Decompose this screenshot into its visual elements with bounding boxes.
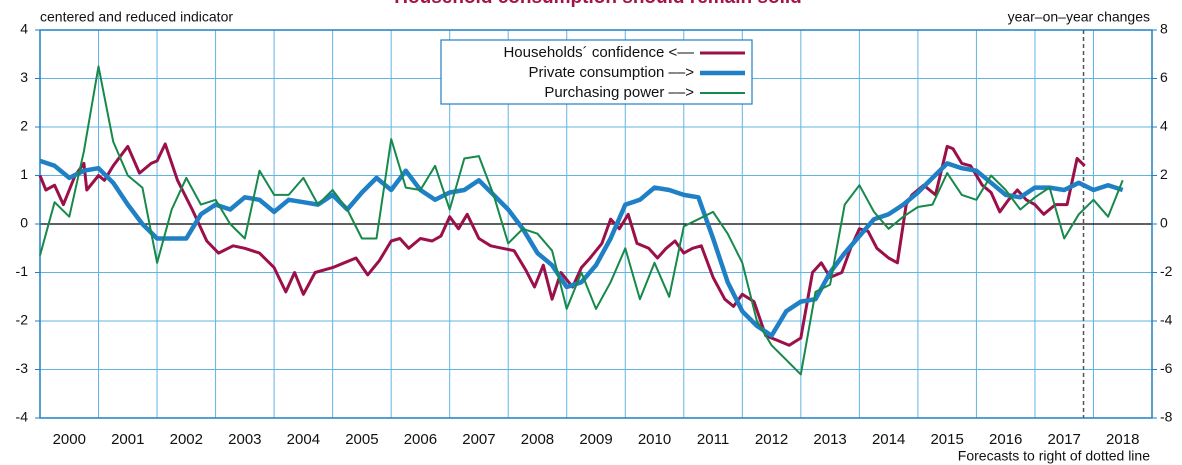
y-tick-label: 3	[20, 69, 28, 85]
legend-label: Private consumption ––>	[528, 64, 694, 81]
y2-tick-label: -2	[1160, 263, 1173, 279]
x-tick-label: 2007	[462, 431, 495, 448]
series-line	[39, 158, 1124, 338]
x-tick-label: 2013	[813, 431, 846, 448]
x-tick-label: 2012	[755, 431, 788, 448]
x-tick-label: 2016	[989, 431, 1022, 448]
y2-tick-label: 2	[1160, 166, 1168, 182]
y-tick-label: 1	[20, 166, 28, 182]
series-line	[38, 142, 1086, 347]
y-tick-label: -4	[16, 409, 29, 425]
y2-tick-label: 6	[1160, 69, 1168, 85]
x-tick-label: 2014	[872, 431, 905, 448]
legend-label: Households´ confidence <––	[503, 44, 694, 61]
y-tick-label: 2	[20, 118, 28, 134]
y-tick-label: -1	[16, 263, 29, 279]
x-tick-label: 2008	[521, 431, 554, 448]
series-line	[39, 65, 1124, 376]
y2-tick-label: 8	[1160, 21, 1168, 37]
x-tick-label: 2011	[697, 431, 729, 448]
x-tick-label: 2002	[170, 431, 203, 448]
x-tick-label: 2004	[287, 431, 320, 448]
y2-tick-label: -4	[1160, 312, 1173, 328]
legend: Households´ confidence <–– Private consum…	[440, 39, 753, 105]
y-tick-label: -3	[16, 360, 29, 376]
x-tick-label: 2001	[111, 431, 144, 448]
x-tick-label: 2017	[1048, 431, 1081, 448]
x-tick-label: 2010	[638, 431, 671, 448]
x-tick-label: 2000	[53, 431, 86, 448]
plot-frame	[39, 29, 1153, 419]
x-tick-label: 2009	[579, 431, 612, 448]
y2-tick-label: 4	[1160, 118, 1168, 134]
x-tick-label: 2005	[345, 431, 378, 448]
y-axis-label: centered and reduced indicator	[40, 9, 233, 25]
legend-label: Purchasing power ––>	[544, 84, 694, 101]
chart-title: Household consumption should remain soli…	[394, 0, 801, 8]
x-tick-label: 2003	[228, 431, 261, 448]
y-tick-label: -2	[16, 312, 29, 328]
y2-tick-label: -6	[1160, 360, 1173, 376]
y-tick-label: 0	[20, 215, 28, 231]
y2-axis-label: year–on–year changes	[1008, 9, 1150, 25]
y2-tick-label: -8	[1160, 409, 1173, 425]
x-tick-label: 2015	[930, 431, 963, 448]
x-tick-label: 2018	[1106, 431, 1139, 448]
y-tick-label: 4	[20, 21, 28, 37]
x-tick-label: 2006	[404, 431, 437, 448]
annotation: Forecasts to right of dotted line	[958, 448, 1150, 464]
y2-tick-label: 0	[1160, 215, 1168, 231]
